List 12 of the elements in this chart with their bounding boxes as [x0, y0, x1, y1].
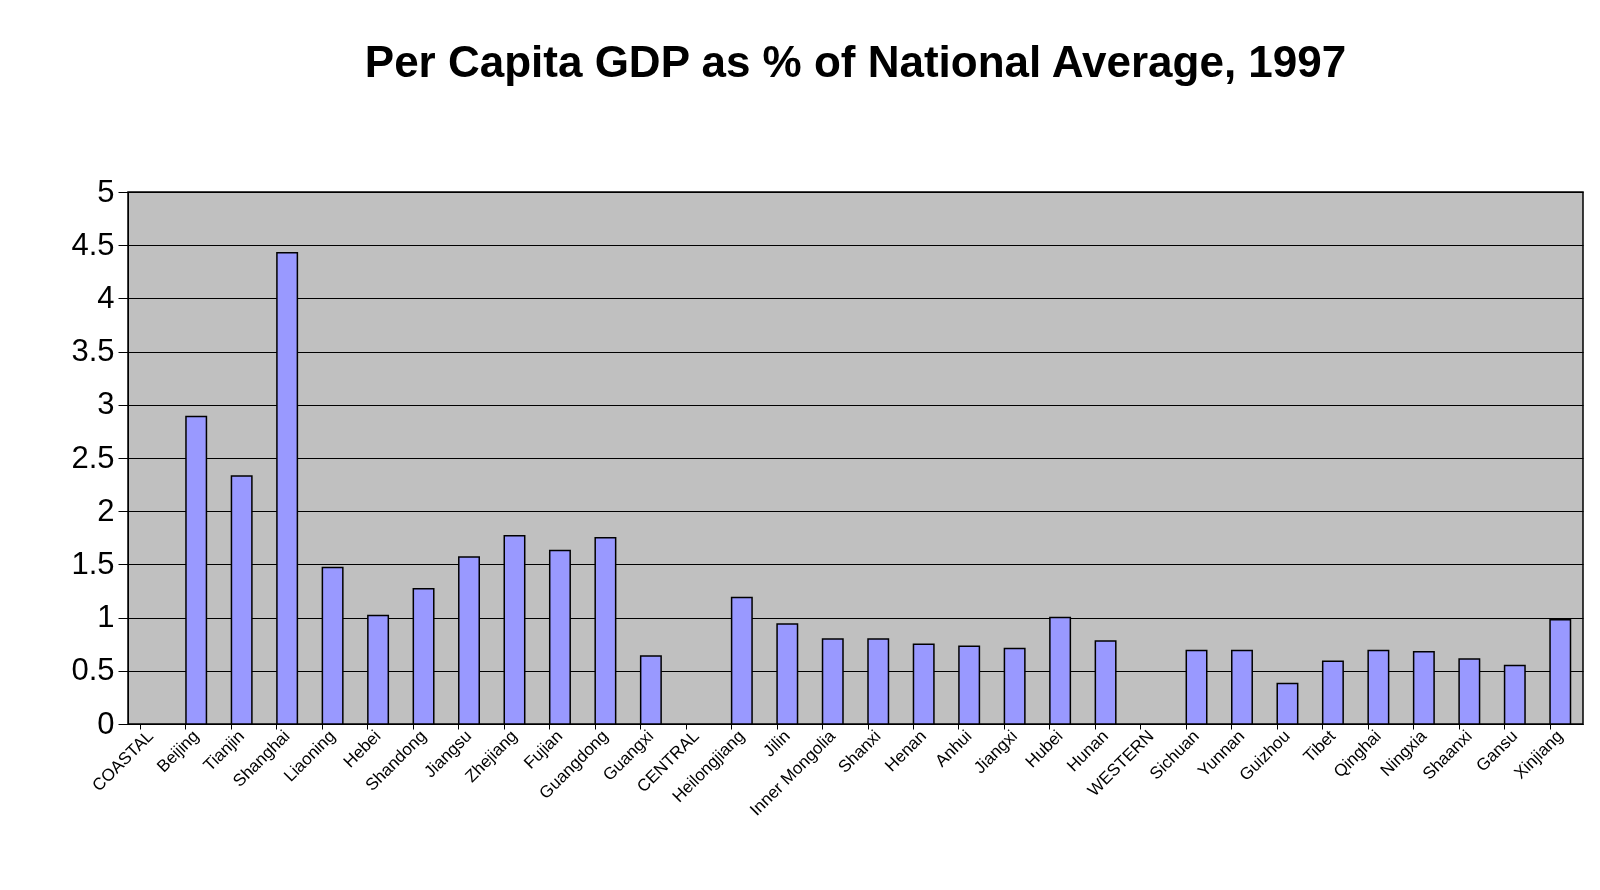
y-tick-label: 1.5	[71, 545, 115, 581]
y-tick-label: 4	[97, 279, 115, 315]
y-tick-label: 5	[97, 173, 115, 209]
y-tick-label: 3	[97, 386, 115, 422]
y-tick-label: 4.5	[71, 226, 115, 262]
y-tick-label: 2.5	[71, 439, 115, 475]
y-tick-label: 1	[97, 599, 115, 635]
y-tick-label: 0.5	[71, 652, 115, 688]
y-tick-label: 3.5	[71, 333, 115, 369]
y-tick-label: 0	[97, 705, 115, 741]
y-tick-label: 2	[97, 492, 115, 528]
chart-title: Per Capita GDP as % of National Average, 1997	[364, 37, 1347, 86]
